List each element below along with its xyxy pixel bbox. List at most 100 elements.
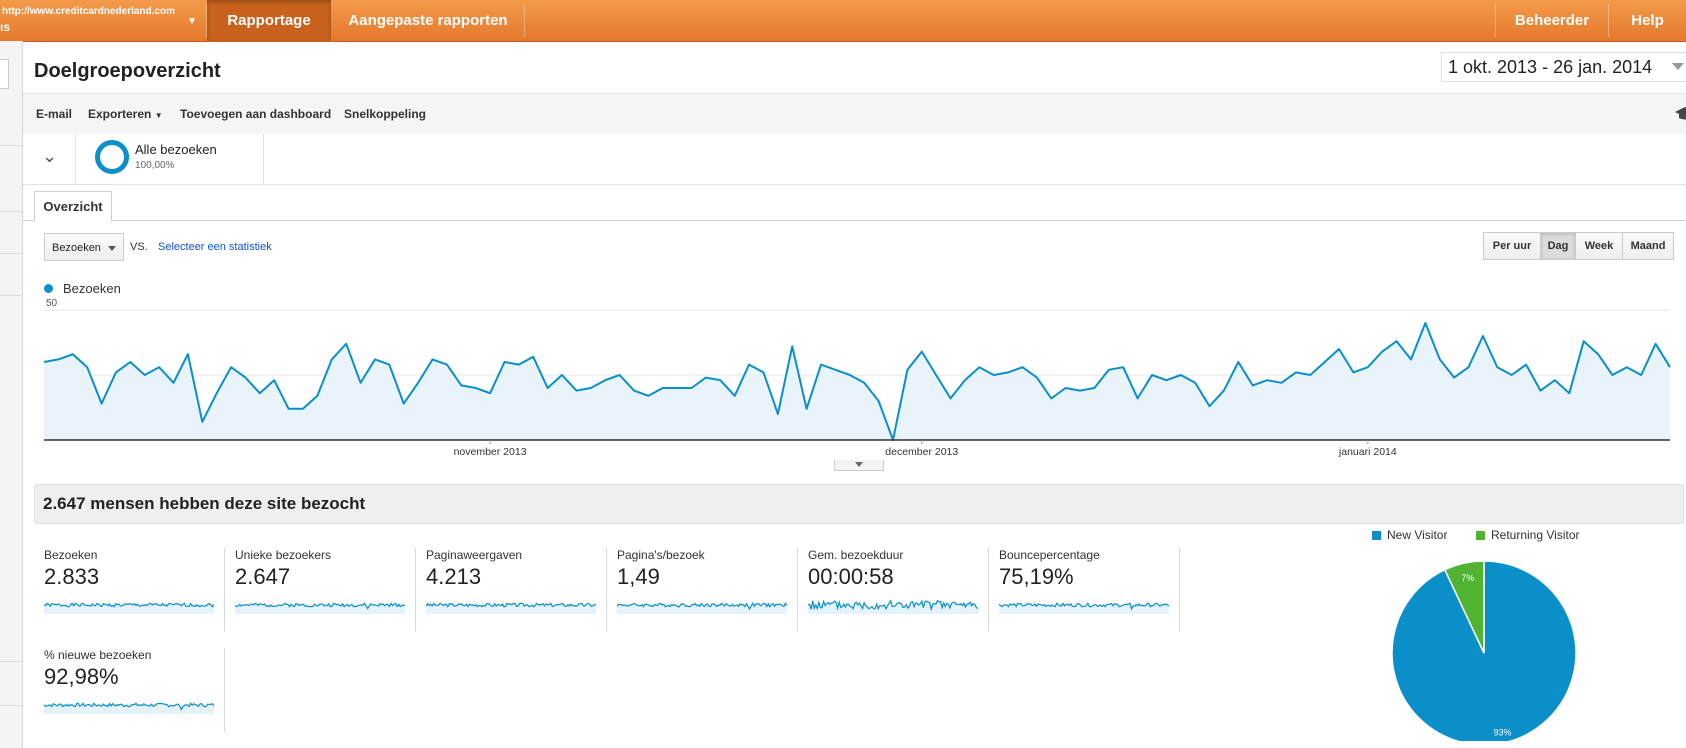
tab-overzicht[interactable]: Overzicht [34, 191, 112, 222]
metric-label: Bouncepercentage [999, 548, 1100, 562]
date-range-picker[interactable]: 1 okt. 2013 - 26 jan. 2014 [1441, 52, 1686, 82]
chevron-down-icon: ▼ [187, 16, 197, 27]
metric-label: % nieuwe bezoeken [44, 648, 152, 662]
pie-slice-label: 93% [1493, 728, 1511, 738]
divider [263, 134, 264, 184]
period-maand-button[interactable]: Maand [1622, 232, 1674, 260]
pie-legend-returning-visitor[interactable]: Returning Visitor [1476, 528, 1580, 542]
pie-slice-returning-visitor[interactable] [1443, 560, 1485, 654]
metric-label: Unieke bezoekers [235, 548, 332, 562]
graduation-cap-icon[interactable] [1674, 106, 1686, 122]
period-dag-button[interactable]: Dag [1540, 232, 1576, 260]
sparkline-area [999, 603, 1169, 614]
chevron-down-icon [108, 246, 116, 251]
chart-collapse-handle[interactable] [834, 460, 884, 471]
metric-value: 92,98% [44, 664, 119, 689]
divider [0, 295, 22, 296]
metric-sparkline [999, 602, 1169, 614]
beheerder-link[interactable]: Beheerder [1514, 12, 1590, 29]
x-tick-label: december 2013 [885, 446, 958, 458]
divider [1495, 4, 1496, 37]
sparkline-line [617, 602, 787, 611]
metric-card[interactable]: Paginaweergaven 4.213 [416, 548, 607, 632]
divider [0, 253, 22, 254]
chevron-down-icon[interactable]: ⌄ [42, 146, 58, 166]
metric-sparkline [808, 599, 978, 614]
legend-marker [44, 284, 53, 293]
y-tick-label: 50 [46, 298, 58, 309]
segment-bar: ⌄ Alle bezoeken 100,00% [23, 134, 1686, 185]
sparkline-line [235, 602, 405, 610]
legend-swatch [1372, 531, 1381, 540]
metric-sparkline [617, 602, 787, 614]
metric-card[interactable]: Bezoeken 2.833 [34, 548, 225, 632]
series-area [44, 323, 1670, 440]
x-tick-label: januari 2014 [1338, 446, 1397, 458]
account-name: ıs [0, 20, 11, 34]
period-per-uur-button[interactable]: Per uur [1483, 232, 1541, 260]
tab-aangepaste-rapporten[interactable]: Aangepaste rapporten [348, 12, 508, 29]
chevron-down-icon [1672, 63, 1684, 70]
metric-value: 00:00:58 [808, 564, 894, 589]
segment-donut-icon [95, 140, 129, 174]
tab-rapportage[interactable]: Rapportage [207, 0, 331, 41]
period-week-button[interactable]: Week [1575, 232, 1623, 260]
series-line-bezoeken [43, 322, 1671, 441]
email-button[interactable]: E-mail [36, 107, 73, 121]
period-toggle-group: Per uur Dag Week Maand [1483, 232, 1674, 260]
divider [0, 705, 22, 706]
divider [206, 4, 207, 37]
metric-label: Gem. bezoekduur [808, 548, 904, 562]
sparkline-area [44, 603, 214, 614]
metric-card[interactable]: Unieke bezoekers 2.647 [225, 548, 416, 632]
add-to-dashboard-button[interactable]: Toevoegen aan dashboard [180, 107, 332, 121]
divider [524, 4, 525, 37]
shortcut-button[interactable]: Snelkoppeling [344, 107, 427, 121]
pie-slice-label: 7% [1461, 573, 1474, 583]
sidebar-search-input[interactable] [0, 59, 9, 89]
legend-bezoeken[interactable]: Bezoeken [63, 281, 121, 296]
metric-value: 1,49 [617, 564, 660, 589]
metric-sparkline [235, 602, 405, 614]
sparkline-line [44, 702, 214, 711]
metric-select[interactable]: Bezoeken [44, 233, 124, 261]
help-link[interactable]: Help [1631, 12, 1664, 29]
tab-strip-line [23, 220, 1686, 221]
select-metric-link[interactable]: Selecteer een statistiek [158, 241, 272, 253]
metric-card[interactable]: Bouncepercentage 75,19% [989, 548, 1180, 632]
sparkline-line [808, 599, 978, 612]
account-selector[interactable]: http://www.creditcardnederland.com ıs ▼ [0, 0, 205, 41]
metric-card[interactable]: Pagina's/bezoek 1,49 [607, 548, 798, 632]
report-toolbar: E-mail Exporteren ▼ Toevoegen aan dashbo… [23, 93, 1686, 135]
metric-sparkline [44, 602, 214, 614]
sparkline-area [44, 703, 214, 714]
date-range-text: 1 okt. 2013 - 26 jan. 2014 [1448, 57, 1653, 77]
summary-bar: 2.647 mensen hebben deze site bezocht [34, 484, 1684, 524]
divider [0, 211, 22, 212]
export-label: Exporteren [88, 107, 152, 121]
segment-name[interactable]: Alle bezoeken [135, 142, 217, 157]
chevron-down-icon [855, 462, 863, 467]
metric-label: Paginaweergaven [426, 548, 523, 562]
pie-legend-new-visitor[interactable]: New Visitor [1372, 528, 1447, 542]
pie-legend-label: New Visitor [1387, 528, 1448, 542]
metric-value: 75,19% [999, 564, 1074, 589]
metric-sparkline [426, 602, 596, 614]
export-button[interactable]: Exporteren ▼ [88, 107, 163, 121]
segment-percent: 100,00% [135, 160, 175, 171]
visitor-type-pie-chart[interactable]: 93% 7% [1388, 557, 1588, 741]
legend-swatch [1476, 531, 1485, 540]
metric-card[interactable]: % nieuwe bezoeken 92,98% [34, 648, 225, 732]
sparkline-line [44, 602, 214, 608]
metric-sparkline [44, 702, 214, 714]
top-navigation-bar: http://www.creditcardnederland.com ıs ▼ … [0, 0, 1686, 42]
metric-select-value: Bezoeken [52, 242, 101, 254]
summary-headline: 2.647 mensen hebben deze site bezocht [43, 494, 366, 513]
vs-label: VS. [130, 241, 148, 253]
divider [0, 661, 22, 662]
metric-value: 2.647 [235, 564, 291, 589]
chevron-down-icon: ▼ [154, 111, 163, 120]
metric-card[interactable]: Gem. bezoekduur 00:00:58 [798, 548, 989, 632]
pie-slice-new-visitor[interactable] [1391, 560, 1577, 741]
